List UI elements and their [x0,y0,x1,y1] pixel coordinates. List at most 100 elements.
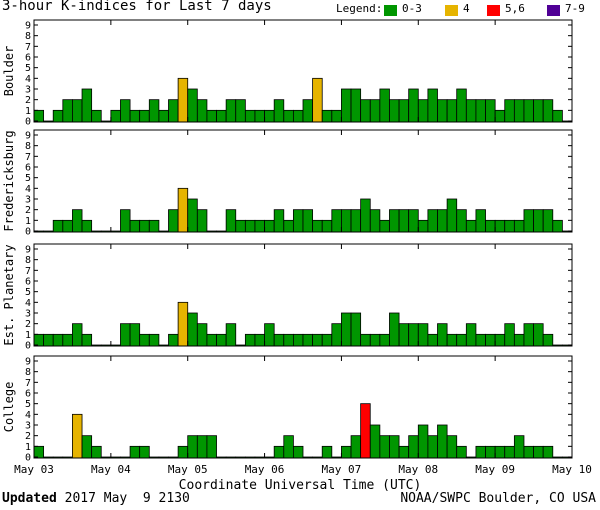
bar [456,209,467,233]
bar [216,333,227,347]
y-tick-label: 4 [25,298,31,309]
bar [206,333,217,347]
bar [408,88,419,123]
bar [273,333,285,347]
bar [81,219,93,233]
bar [465,219,477,233]
bar [264,219,275,233]
bar [437,209,448,233]
bar [475,209,486,233]
y-tick-label: 3 [25,309,31,320]
y-tick-label: 8 [25,141,31,152]
y-tick-label: 0 [25,117,31,128]
x-tick-label: May 10 [552,463,592,476]
bar [533,323,544,347]
bar [389,312,400,347]
bar [302,99,314,123]
bar [533,209,544,233]
y-tick-label: 2 [25,431,31,442]
data-source: NOAA/SWPC Boulder, CO USA [400,491,596,506]
x-tick-label: May 05 [168,463,208,476]
bar [187,88,198,123]
bar [91,445,102,459]
bar [341,312,352,347]
bar [177,301,189,347]
bar [417,424,429,459]
bar [292,445,304,459]
bar [446,99,458,123]
bar [292,209,304,233]
bar [254,333,265,347]
bar [475,445,486,459]
bar [148,333,160,347]
y-tick-label: 4 [25,184,31,195]
bar [475,99,486,123]
y-tick-label: 5 [25,287,31,298]
y-tick-label: 0 [25,227,31,238]
bar [465,323,477,347]
bar [72,99,83,123]
updated-timestamp: Updated 2017 May 9 2130 [2,491,190,506]
y-tick-label: 7 [25,42,31,53]
bar [283,333,294,347]
bar [235,219,246,233]
y-tick-label: 1 [25,330,31,341]
y-tick-label: 9 [25,131,31,142]
bar [398,323,410,347]
bar [129,219,141,233]
y-tick-label: 6 [25,53,31,64]
bar [379,88,390,123]
legend-swatch-5-6 [487,5,500,16]
bar [187,435,198,459]
bar [485,219,496,233]
y-tick-label: 6 [25,163,31,174]
y-tick-label: 2 [25,205,31,216]
bar [427,209,438,233]
bar [369,333,381,347]
bar [33,109,45,123]
bar [129,445,141,459]
y-tick-label: 4 [25,74,31,85]
y-tick-label: 0 [25,453,31,464]
x-tick-label: May 04 [91,463,131,476]
y-tick-label: 5 [25,399,31,410]
bar [437,424,448,459]
y-tick-label: 1 [25,216,31,227]
bar [552,109,563,123]
bar [196,99,208,123]
bar [437,99,448,123]
bar [408,209,419,233]
legend-item-0-3: 0-3 [402,2,422,15]
bar [139,219,150,233]
bar [235,99,246,123]
bar [187,198,198,233]
bar [120,323,131,347]
y-tick-label: 9 [25,21,31,32]
y-tick-label: 4 [25,410,31,421]
bar [379,219,390,233]
bar [542,209,554,233]
bar [62,333,73,347]
bar [350,435,362,459]
bar [225,323,237,347]
y-tick-label: 9 [25,245,31,256]
bar [168,209,179,233]
y-tick-label: 5 [25,63,31,74]
bar [244,333,256,347]
bar [360,99,371,123]
y-tick-label: 6 [25,389,31,400]
bar [206,109,217,123]
bar [533,99,544,123]
legend-label: Legend: [336,2,383,15]
updated-label: Updated [2,491,57,506]
bar [244,109,256,123]
station-label: College [2,382,16,433]
bar [513,435,525,459]
bar [446,435,458,459]
bar [408,323,419,347]
